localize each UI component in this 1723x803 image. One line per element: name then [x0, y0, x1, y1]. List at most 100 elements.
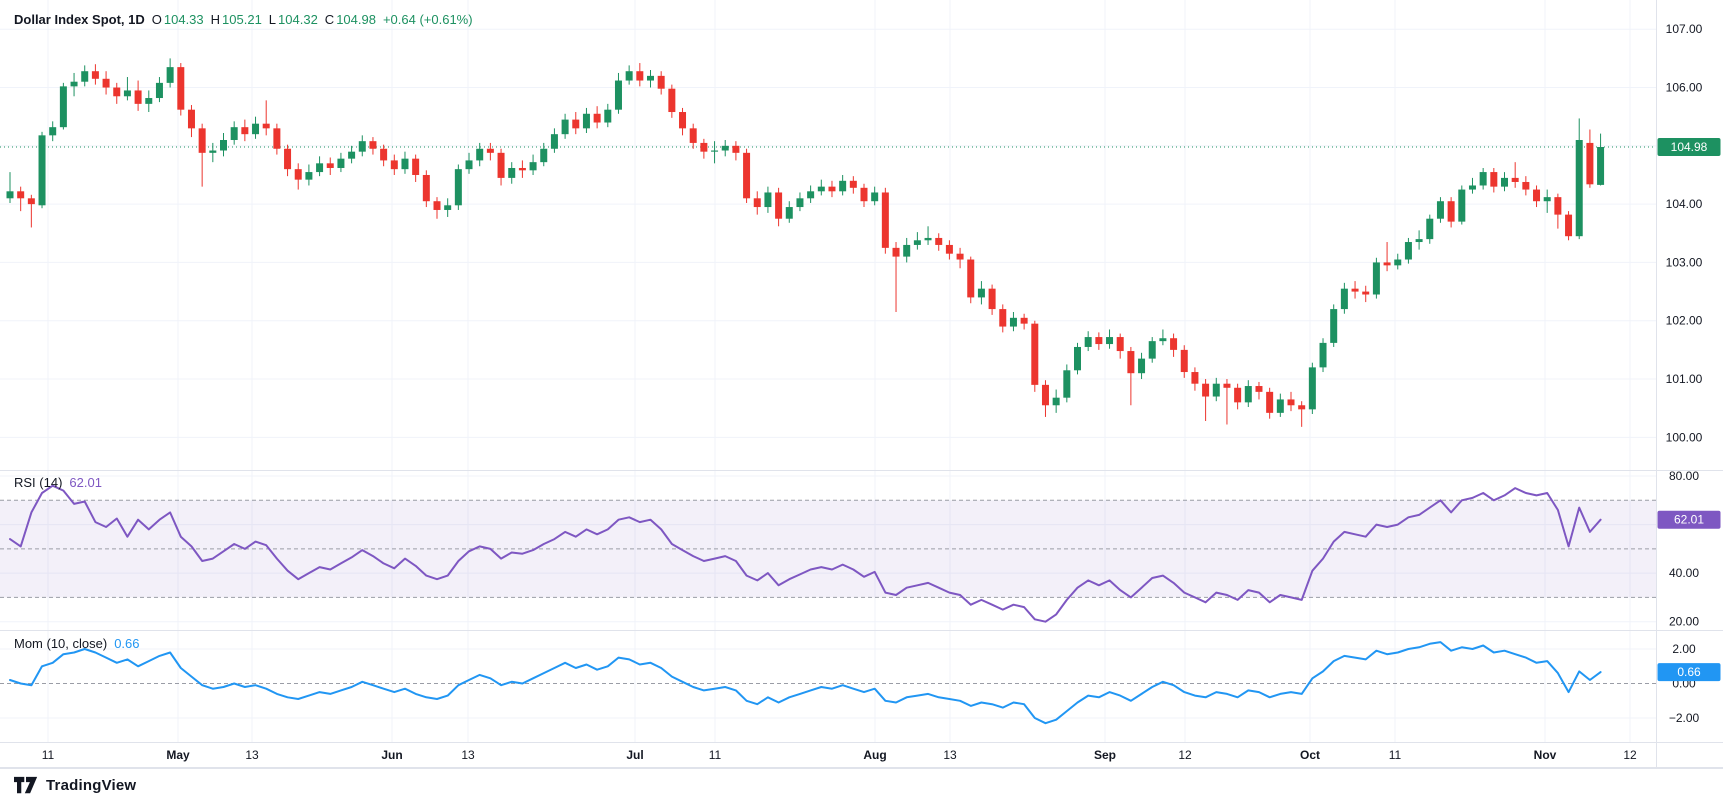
candle[interactable] — [1586, 142, 1594, 185]
price-scale[interactable]: 107.00 106.00 104.00 103.00 102.00 101.00 100.… — [1666, 22, 1703, 725]
candle[interactable] — [476, 148, 484, 161]
candle[interactable] — [540, 148, 548, 163]
candle[interactable] — [593, 113, 601, 123]
time-axis-label[interactable]: 12 — [1623, 748, 1637, 762]
candle[interactable] — [1490, 172, 1498, 187]
candle[interactable] — [1543, 197, 1551, 202]
candle[interactable] — [572, 119, 580, 129]
candle[interactable] — [1287, 399, 1295, 406]
candle[interactable] — [689, 128, 697, 143]
candle[interactable] — [817, 186, 825, 192]
candle[interactable] — [1020, 317, 1028, 324]
candle[interactable] — [1116, 337, 1124, 352]
candle[interactable] — [1415, 239, 1423, 243]
candle[interactable] — [1127, 351, 1135, 374]
time-axis-label[interactable]: 13 — [943, 748, 957, 762]
candle[interactable] — [1084, 337, 1092, 347]
candle[interactable] — [401, 158, 409, 170]
candle[interactable] — [1330, 309, 1338, 343]
candle[interactable] — [433, 201, 441, 210]
candle[interactable] — [871, 192, 879, 202]
candle[interactable] — [1244, 386, 1252, 403]
candle[interactable] — [1074, 346, 1081, 371]
candle[interactable] — [1597, 147, 1605, 185]
candle[interactable] — [1041, 384, 1049, 406]
candle[interactable] — [1383, 262, 1391, 266]
candle[interactable] — [924, 237, 932, 241]
candle[interactable] — [369, 141, 377, 149]
candle[interactable] — [508, 167, 516, 178]
candle[interactable] — [380, 148, 388, 161]
candle[interactable] — [177, 67, 185, 110]
candle[interactable] — [6, 191, 14, 199]
candle[interactable] — [892, 247, 900, 257]
candle[interactable] — [582, 113, 590, 129]
candle[interactable] — [81, 71, 89, 82]
candle[interactable] — [49, 127, 57, 136]
candle[interactable] — [700, 142, 708, 152]
tradingview-logo-icon[interactable] — [14, 776, 38, 795]
candle[interactable] — [849, 180, 857, 188]
candle[interactable] — [1340, 288, 1348, 310]
candle[interactable] — [1479, 172, 1487, 186]
candle[interactable] — [422, 174, 430, 202]
candle[interactable] — [187, 109, 195, 129]
candle[interactable] — [1298, 405, 1306, 410]
candle[interactable] — [38, 135, 46, 206]
candle[interactable] — [935, 237, 943, 245]
candle[interactable] — [881, 192, 889, 248]
time-axis-label[interactable]: 11 — [709, 748, 722, 762]
candle[interactable] — [977, 288, 985, 298]
candle[interactable] — [732, 145, 740, 153]
candle[interactable] — [305, 172, 313, 180]
candle[interactable] — [337, 158, 345, 168]
candle[interactable] — [390, 160, 398, 170]
candle[interactable] — [1148, 341, 1156, 359]
candle[interactable] — [1255, 386, 1263, 392]
candle[interactable] — [1202, 383, 1210, 397]
candle[interactable] — [1426, 218, 1434, 240]
time-axis-label[interactable]: Aug — [863, 748, 886, 762]
candle[interactable] — [1436, 201, 1444, 219]
candle[interactable] — [1565, 214, 1573, 237]
candle[interactable] — [604, 109, 612, 123]
candle[interactable] — [1522, 181, 1530, 190]
time-axis-label[interactable]: May — [166, 748, 190, 762]
candle[interactable] — [113, 87, 121, 97]
candle[interactable] — [326, 163, 334, 168]
candle[interactable] — [27, 198, 35, 205]
candle[interactable] — [1159, 338, 1167, 342]
candle[interactable] — [1501, 177, 1508, 187]
candle[interactable] — [1511, 177, 1519, 182]
candle[interactable] — [529, 162, 537, 171]
candle[interactable] — [1063, 370, 1071, 398]
candle[interactable] — [625, 71, 633, 81]
candle[interactable] — [1106, 337, 1114, 345]
candle[interactable] — [70, 81, 78, 87]
candle[interactable] — [913, 240, 921, 245]
candle[interactable] — [1212, 383, 1220, 397]
candle[interactable] — [1458, 189, 1466, 222]
time-axis-label[interactable]: 12 — [1178, 748, 1192, 762]
candle[interactable] — [198, 128, 206, 153]
candle[interactable] — [1170, 338, 1178, 350]
candle[interactable] — [1009, 317, 1017, 327]
time-axis-label[interactable]: Nov — [1534, 748, 1557, 762]
candle[interactable] — [91, 71, 99, 79]
candle[interactable] — [155, 82, 163, 99]
candle[interactable] — [988, 288, 996, 310]
candle[interactable] — [903, 244, 911, 257]
candle[interactable] — [465, 160, 473, 170]
chart-canvas[interactable]: 107.00 106.00 104.00 103.00 102.00 101.00 100.… — [0, 0, 1723, 768]
candle[interactable] — [764, 192, 772, 208]
candle[interactable] — [230, 127, 238, 141]
candle[interactable] — [412, 158, 420, 175]
candle[interactable] — [1095, 337, 1103, 345]
candle[interactable] — [657, 75, 665, 89]
candle[interactable] — [59, 86, 67, 128]
candle[interactable] — [102, 78, 110, 88]
candle[interactable] — [123, 90, 131, 97]
candle[interactable] — [1533, 189, 1541, 202]
candle[interactable] — [1138, 358, 1146, 374]
